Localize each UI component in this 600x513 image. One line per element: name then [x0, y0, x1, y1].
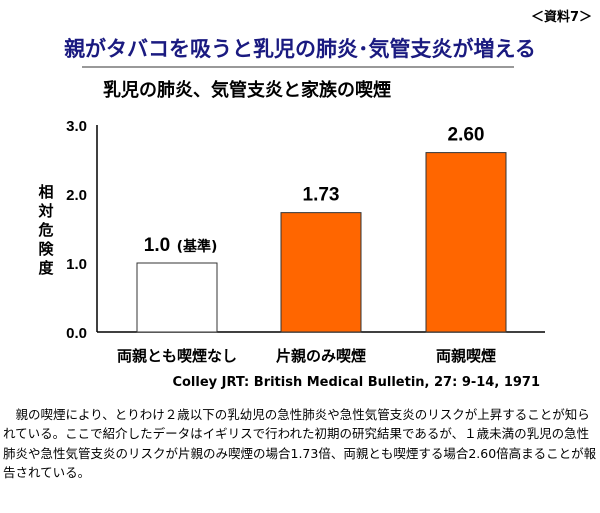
bar-chart: 0.0 1.0 2.0 3.0 1.0 (基準) 両親とも喫煙なし 1.73 片親のみ喫煙 2.6… [66, 118, 545, 365]
title-divider [82, 66, 514, 68]
bar-2 [280, 212, 362, 333]
page-title: 親がタバコを吸うと乳児の肺炎･気管支炎が増える [64, 37, 536, 61]
baseline-note: (基準) [177, 238, 218, 255]
document-reference-label: ＜資料7＞ [530, 10, 592, 25]
y-axis-label: 相対危険度 [38, 183, 54, 277]
x-category-label: 両親とも喫煙なし [117, 347, 237, 365]
data-label: 1.73 [303, 185, 340, 206]
y-tick-label: 2.0 [66, 187, 87, 204]
citation: Colley JRT: British Medical Bulletin, 27… [172, 375, 540, 390]
chart-title: 乳児の肺炎、気管支炎と家族の喫煙 [103, 80, 391, 101]
data-label: 1.0 [144, 235, 170, 256]
bar-3 [425, 152, 507, 333]
bar-1 [136, 262, 218, 333]
x-category-label: 両親喫煙 [436, 347, 496, 365]
y-tick-label: 1.0 [66, 256, 87, 273]
description-paragraph: 親の喫煙により、とりわけ２歳以下の乳幼児の急性肺炎や急性気管支炎のリスクが上昇す… [3, 407, 597, 480]
y-tick-label: 3.0 [66, 118, 87, 135]
y-tick-label: 0.0 [66, 325, 87, 342]
data-label: 2.60 [448, 125, 485, 146]
x-category-label: 片親のみ喫煙 [276, 347, 366, 365]
